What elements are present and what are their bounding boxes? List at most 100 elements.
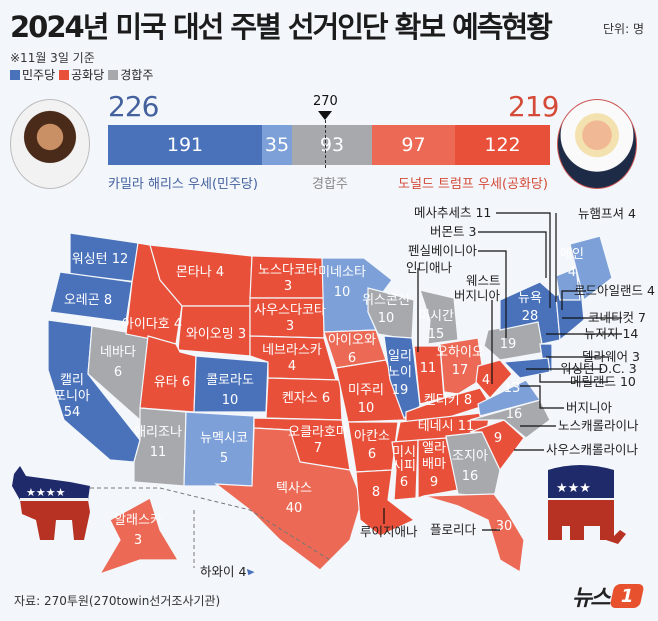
label-co-2: 10 — [222, 393, 239, 408]
callout-dc: 워싱턴 D.C. 3 — [560, 361, 637, 376]
callout-wv-1: 웨스트 — [466, 273, 501, 288]
label-sc: 9 — [494, 431, 502, 446]
callout-nj: 뉴저지 14 — [584, 326, 638, 341]
label-wv: 4 — [482, 373, 490, 388]
label-il-1: 일리 — [388, 349, 412, 364]
label-az-2: 11 — [150, 445, 167, 460]
state-wv — [475, 359, 513, 399]
label-ga-1: 조지아 — [452, 449, 488, 464]
state-oh — [439, 337, 485, 395]
legend-swatch-dem — [10, 70, 20, 80]
label-ne-2: 4 — [288, 359, 296, 374]
label-il-2: 노이 — [388, 365, 412, 380]
callout-nh: 뉴햄프셔 4 — [578, 206, 636, 221]
svg-text:★★★: ★★★ — [556, 481, 591, 496]
us-map: 워싱턴 12 오레곤 8 캘리 포니아 54 네바다 6 아이다호 4 몬타나 … — [12, 205, 655, 579]
bar-seg-toss: 93 — [292, 125, 372, 165]
callout-la: 루이지애나 — [360, 524, 418, 539]
label-ks: 켄자스 6 — [282, 391, 330, 406]
label-ms-2: 시피 — [392, 459, 416, 474]
legend-item-dem: 민주당 — [10, 66, 55, 83]
logo-text: 뉴스 — [572, 586, 611, 611]
label-ca-3: 54 — [64, 405, 81, 420]
legend-swatch-rep — [59, 70, 70, 80]
label-nm-1: 뉴멕시코 — [200, 431, 248, 446]
callout-lines — [383, 212, 622, 531]
rep-caption: 도널드 트럼프 우세(공화당) — [398, 177, 548, 192]
legend-item-rep: 공화당 — [59, 66, 104, 83]
label-in: 11 — [420, 361, 437, 376]
callout-sc: 사우스캐롤라이나 — [546, 442, 639, 457]
label-me-2: 4 — [568, 265, 576, 280]
label-nv-1: 네바다 — [100, 345, 136, 360]
label-oh-2: 17 — [452, 363, 469, 378]
label-ca-1: 캘리 — [60, 373, 84, 388]
dem-caption: 카밀라 해리스 우세(민주당) — [108, 177, 258, 192]
label-mn-2: 10 — [334, 285, 351, 300]
label-mt: 몬타나 4 — [176, 265, 224, 280]
callout-de: 델라웨어 3 — [582, 349, 640, 364]
label-az-1: 애리조나 — [134, 425, 182, 440]
state-fl — [423, 493, 525, 573]
state-hi — [245, 567, 258, 577]
label-tx-2: 40 — [286, 501, 303, 516]
state-sc — [469, 419, 525, 472]
label-ok-1: 오클라호마 — [288, 425, 348, 440]
label-ca-2: 포니아 — [54, 389, 90, 404]
callout-va: 버지니아 — [566, 400, 613, 415]
state-al — [417, 437, 459, 499]
label-tx-1: 텍사스 — [276, 481, 312, 496]
threshold-line — [325, 120, 326, 168]
state-me — [569, 235, 613, 302]
label-mo-1: 미주리 — [348, 383, 384, 398]
label-tn: 테네시 11 — [418, 419, 475, 434]
label-ak-1: 알래스카 — [114, 513, 162, 528]
bar-seg-rep-lean: 97 — [372, 125, 455, 165]
callout-pa: 펜실베이니아 — [408, 243, 478, 258]
label-ny-2: 28 — [522, 309, 539, 324]
label-sd-1: 사우스다코타 — [254, 303, 326, 318]
bar-seg-rep-solid: 122 — [455, 125, 550, 165]
label-va: 13 — [504, 381, 521, 396]
callout-nc: 노스캐롤라이나 — [558, 418, 639, 433]
label-mi-1: 미시간 — [418, 309, 454, 324]
threshold-marker-icon — [318, 111, 332, 120]
callout-hi: 하와이 4 — [200, 564, 246, 579]
label-al-3: 9 — [430, 475, 438, 490]
elephant-icon: ★★★ — [548, 465, 626, 544]
label-wa: 워싱턴 12 — [72, 252, 129, 267]
callout-md: 메릴랜드 10 — [570, 374, 636, 389]
callout-vt: 버몬트 3 — [430, 224, 476, 239]
callout-ct: 코네티컷 7 — [588, 310, 646, 325]
label-mo-2: 10 — [358, 401, 375, 416]
label-id: 아이다호 4 — [122, 317, 182, 332]
state-mi — [419, 289, 459, 345]
donkey-icon: ★★★★ — [12, 466, 90, 540]
label-ok-2: 7 — [314, 441, 322, 456]
state-ak — [98, 497, 180, 576]
state-tx — [214, 427, 363, 571]
news1-logo: 뉴스 1 — [572, 580, 646, 612]
callout-in: 인디애나 — [406, 260, 453, 275]
label-nm-2: 5 — [220, 451, 228, 466]
label-ar-1: 아칸소 — [354, 429, 390, 444]
label-ar-2: 6 — [368, 447, 376, 462]
label-ms-1: 미시 — [392, 445, 416, 460]
harris-portrait — [10, 99, 90, 189]
label-ak-2: 3 — [134, 533, 142, 548]
label-al-1: 앨라 — [422, 441, 446, 456]
label-me-1: 메인 — [560, 247, 584, 262]
legend: 민주당 공화당 경합주 — [10, 66, 153, 83]
label-ms-3: 6 — [400, 475, 408, 490]
label-ut: 유타 6 — [154, 375, 190, 390]
inset-dividers — [90, 487, 331, 568]
label-wi-1: 위스콘신 — [362, 293, 410, 308]
trump-portrait — [557, 99, 637, 189]
label-nc: 16 — [506, 407, 523, 422]
label-nd-1: 노스다코타 — [258, 263, 318, 278]
label-ny-1: 뉴욕 — [518, 291, 542, 306]
callout-ri: 로드아일랜드 4 — [574, 283, 655, 298]
label-sd-2: 3 — [286, 319, 294, 334]
threshold-label: 270 — [313, 94, 338, 109]
label-ky: 켄터키 8 — [424, 393, 472, 408]
